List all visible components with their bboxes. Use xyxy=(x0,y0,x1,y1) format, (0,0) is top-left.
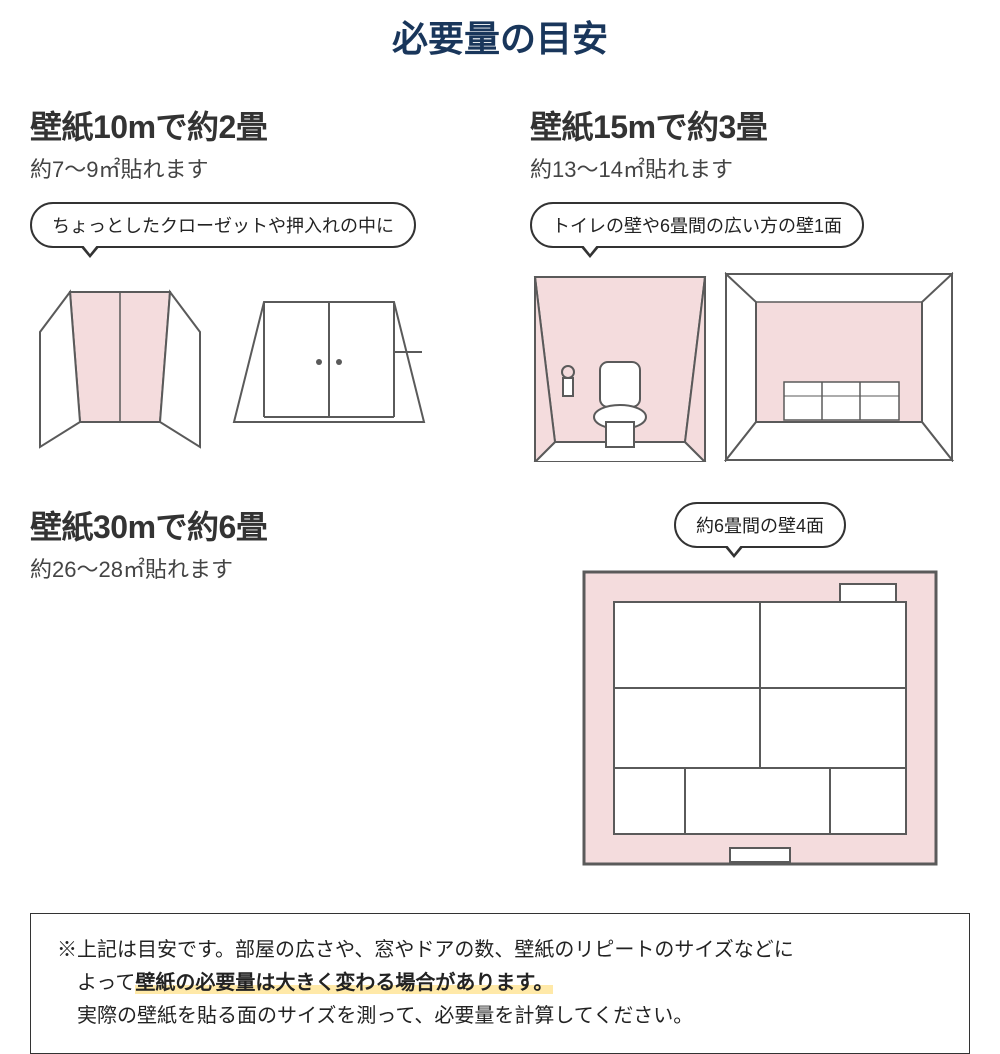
note-line-3: 実際の壁紙を貼る面のサイズを測って、必要量を計算してください。 xyxy=(57,1000,943,1033)
section-sub: 約26～28㎡貼れます xyxy=(30,552,450,584)
section-heading: 壁紙10mで約2畳 xyxy=(30,102,450,148)
closet-open-icon xyxy=(30,272,210,452)
speech-bubble: ちょっとしたクローゼットや押入れの中に xyxy=(30,202,416,248)
sections-grid: 壁紙10mで約2畳 約7～9㎡貼れます ちょっとしたクローゼットや押入れの中に xyxy=(30,102,970,462)
closet-closed-icon xyxy=(224,272,434,452)
note-line-2-pre: よって xyxy=(57,972,135,994)
section-heading: 壁紙30mで約6畳 xyxy=(30,502,450,548)
section-heading: 壁紙15mで約3畳 xyxy=(530,102,950,148)
speech-bubble: トイレの壁や6畳間の広い方の壁1面 xyxy=(530,202,864,248)
row-2: 壁紙30mで約6畳 約26～28㎡貼れます 約6畳間の壁4面 xyxy=(30,502,970,873)
note-box: ※上記は目安です。部屋の広さや、窓やドアの数、壁紙のリピートのサイズなどに よっ… xyxy=(30,913,970,1054)
note-line-2: よって壁紙の必要量は大きく変わる場合があります。 xyxy=(57,967,943,1000)
toilet-room-icon xyxy=(530,272,710,462)
note-highlight: 壁紙の必要量は大きく変わる場合があります。 xyxy=(135,972,553,994)
page-title: 必要量の目安 xyxy=(30,10,970,62)
section-15m: 壁紙15mで約3畳 約13～14㎡貼れます トイレの壁や6畳間の広い方の壁1面 xyxy=(530,102,950,462)
section-sub: 約7～9㎡貼れます xyxy=(30,152,450,184)
room-accent-wall-icon xyxy=(724,272,954,462)
section-10m: 壁紙10mで約2畳 約7～9㎡貼れます ちょっとしたクローゼットや押入れの中に xyxy=(30,102,450,462)
floorplan-icon xyxy=(580,568,940,868)
section-30m: 壁紙30mで約6畳 約26～28㎡貼れます xyxy=(30,502,450,584)
section-6jo: 約6畳間の壁4面 xyxy=(550,502,970,873)
illustration-row xyxy=(530,272,950,462)
speech-bubble: 約6畳間の壁4面 xyxy=(674,502,846,548)
section-sub: 約13～14㎡貼れます xyxy=(530,152,950,184)
illustration-row xyxy=(30,272,450,452)
note-line-1: ※上記は目安です。部屋の広さや、窓やドアの数、壁紙のリピートのサイズなどに xyxy=(57,934,943,967)
